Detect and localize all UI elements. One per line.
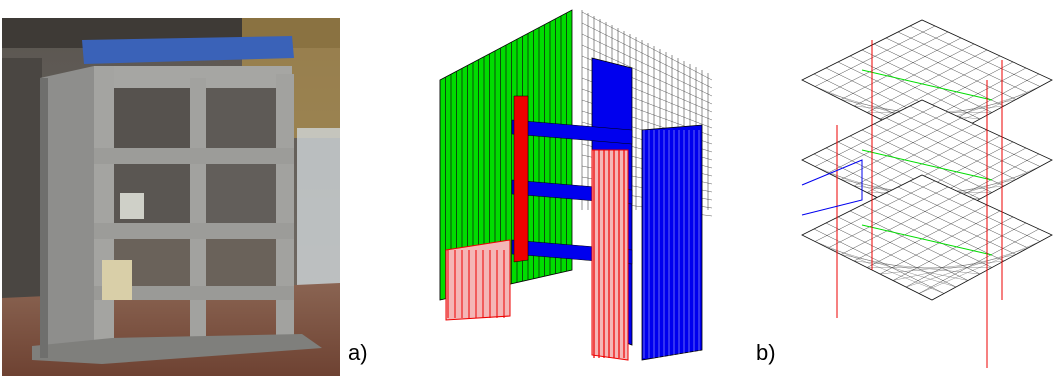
fe-wireframe-model bbox=[432, 0, 722, 370]
slab-mesh-model bbox=[792, 0, 1061, 372]
wireframe-model-icon bbox=[439, 9, 713, 361]
building-photo-icon bbox=[2, 18, 340, 376]
panel-label-a: a) bbox=[348, 340, 368, 365]
panel-label-b: b) bbox=[756, 340, 776, 365]
building-photo bbox=[2, 18, 340, 376]
slab-mesh-model-icon bbox=[801, 19, 1053, 368]
